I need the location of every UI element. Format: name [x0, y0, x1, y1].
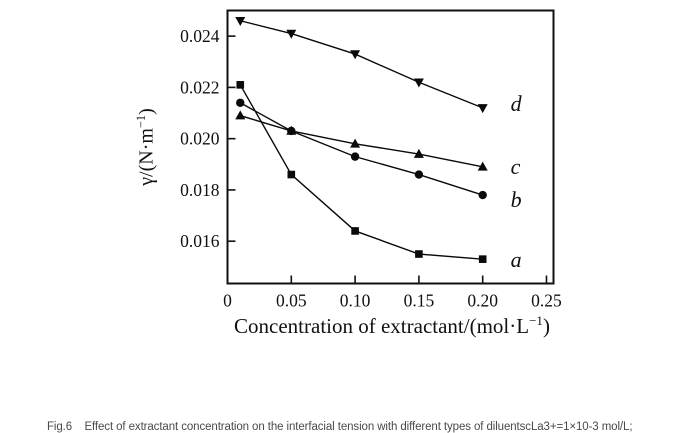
series-b-marker: [478, 190, 487, 200]
series-c-marker: [286, 125, 297, 135]
series-a-marker: [478, 255, 487, 263]
series-d-marker: [235, 16, 246, 26]
series-d-line: [240, 20, 483, 109]
series-b-marker: [236, 98, 245, 107]
x-axis-title-close: ): [542, 314, 550, 338]
series-c-label: c: [511, 154, 521, 179]
y-tick-label: 0.016: [180, 231, 220, 251]
y-axis-title-text: γ/(N·m: [135, 128, 158, 186]
figure-caption: Fig.6 Effect of extractant concentration…: [10, 359, 681, 433]
series-c-marker: [235, 110, 246, 120]
series-d-marker: [286, 29, 297, 39]
series-d-marker: [350, 50, 361, 60]
series-c-marker: [413, 148, 424, 158]
series-b-label: b: [511, 187, 522, 212]
x-tick-label: 0.05: [276, 291, 307, 311]
plot-border: [226, 9, 555, 285]
x-tick-label: 0: [223, 291, 232, 311]
y-axis-title: γ/(N·m−1): [134, 27, 162, 267]
y-tick-label: 0.018: [180, 180, 220, 200]
y-axis-title-superscript: −1: [134, 114, 148, 129]
series-d-marker: [477, 104, 488, 114]
series-b-marker: [414, 170, 424, 179]
series-a-marker: [236, 81, 245, 89]
series-d-label: d: [511, 91, 523, 116]
series-a-marker: [351, 227, 359, 235]
x-axis-title-superscript: −1: [529, 313, 543, 328]
y-tick-label: 0.024: [180, 26, 220, 46]
interfacial-tension-chart: 0.024 0.022 0.020 0.018 0.016 0 0.05 0.10 0.15 0.…: [180, 9, 562, 311]
y-axis-title-close: ): [135, 108, 158, 115]
series-d-marker: [413, 78, 424, 88]
y-tick-label: 0.020: [180, 129, 220, 149]
series-c-marker: [477, 161, 488, 171]
caption-line-1: Fig.6 Effect of extractant concentration…: [47, 421, 633, 433]
x-tick-label: 0.10: [340, 291, 371, 311]
x-axis-title-text: Concentration of extractant/(mol·L: [234, 314, 530, 338]
series-c-marker: [350, 138, 361, 148]
x-tick-label: 0.25: [531, 291, 562, 311]
x-axis-title: Concentration of extractant/(mol·L−1): [212, 313, 572, 339]
series-a-line: [239, 84, 483, 260]
series-a-marker: [287, 170, 296, 179]
series-a-label: a: [511, 247, 522, 272]
x-tick-label: 0.15: [404, 291, 435, 311]
series-a-marker: [415, 250, 423, 258]
y-tick-label: 0.022: [180, 77, 219, 97]
series-b-marker: [350, 152, 360, 161]
x-tick-label: 0.20: [467, 291, 498, 311]
